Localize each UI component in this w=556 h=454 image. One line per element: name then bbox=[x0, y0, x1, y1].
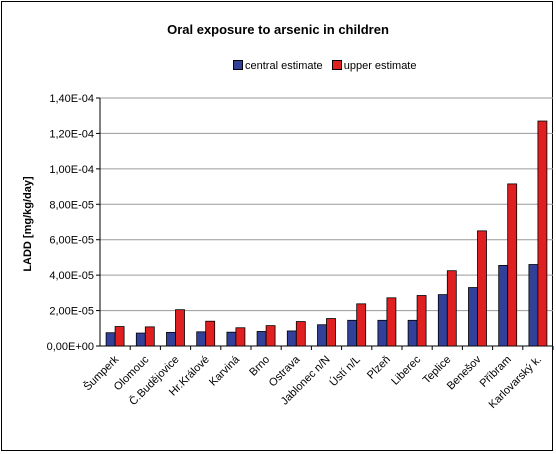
bar-central bbox=[317, 324, 327, 347]
bar-central bbox=[437, 294, 448, 347]
bar-central bbox=[347, 319, 358, 347]
bar-upper bbox=[265, 325, 276, 347]
legend-swatch-upper bbox=[331, 60, 342, 70]
chart-title: Oral exposure to arsenic in children bbox=[167, 22, 389, 37]
legend: central estimate upper estimate bbox=[233, 60, 422, 72]
bar-central bbox=[105, 332, 116, 347]
legend-item-central: central estimate bbox=[233, 60, 323, 72]
legend-label-upper: upper estimate bbox=[343, 60, 417, 72]
bar-central bbox=[286, 330, 297, 347]
bar-central bbox=[407, 319, 418, 347]
y-tick-label: 4,00E-05 bbox=[49, 270, 94, 282]
y-tick-label: 6,00E-05 bbox=[49, 235, 94, 247]
bar-central bbox=[135, 332, 146, 347]
bar-upper bbox=[144, 326, 155, 347]
y-tick-label: 1,40E-04 bbox=[49, 93, 94, 105]
bar-upper bbox=[175, 309, 185, 347]
bar-central bbox=[226, 331, 237, 347]
bar-central bbox=[528, 264, 539, 347]
bar-upper bbox=[326, 318, 336, 347]
x-tick-label: Brno bbox=[247, 354, 272, 379]
bar-upper bbox=[416, 295, 427, 347]
legend-swatch-central bbox=[233, 60, 243, 70]
x-tick-label: Liberec bbox=[389, 353, 423, 387]
x-tick-label: Karlovarský k. bbox=[487, 354, 544, 411]
bar-upper bbox=[356, 303, 367, 347]
bar-upper bbox=[235, 327, 246, 347]
x-tick-label: Plzeň bbox=[365, 354, 393, 382]
bar-central bbox=[377, 319, 388, 347]
bar-upper bbox=[295, 321, 306, 347]
bar-central bbox=[468, 287, 478, 347]
x-tick-label: Karviná bbox=[207, 353, 242, 388]
bar-upper bbox=[446, 270, 457, 347]
bar-upper bbox=[477, 230, 487, 347]
y-tick-label: 2,00E-05 bbox=[49, 306, 94, 318]
y-axis-label: LADD [mg/kg/day] bbox=[22, 176, 34, 272]
legend-label-central: central estimate bbox=[245, 60, 323, 72]
bar-upper bbox=[537, 120, 548, 347]
legend-item-upper: upper estimate bbox=[331, 60, 417, 72]
y-tick-label: 8,00E-05 bbox=[49, 199, 94, 211]
bar-upper bbox=[114, 326, 125, 347]
x-tick-label: Ústí n/L bbox=[327, 353, 363, 389]
bar-upper bbox=[507, 183, 518, 347]
bar-upper bbox=[386, 297, 397, 347]
bar-central bbox=[256, 331, 267, 347]
bar-central bbox=[498, 264, 509, 347]
bar-central bbox=[196, 331, 207, 347]
y-tick-label: 1,20E-04 bbox=[49, 128, 94, 140]
bar-central bbox=[166, 331, 176, 347]
y-tick-label: 0,00E+00 bbox=[47, 341, 94, 353]
bar-upper bbox=[205, 320, 216, 347]
y-tick-label: 1,00E-04 bbox=[49, 164, 94, 176]
x-tick-label: Benešov bbox=[445, 353, 484, 392]
